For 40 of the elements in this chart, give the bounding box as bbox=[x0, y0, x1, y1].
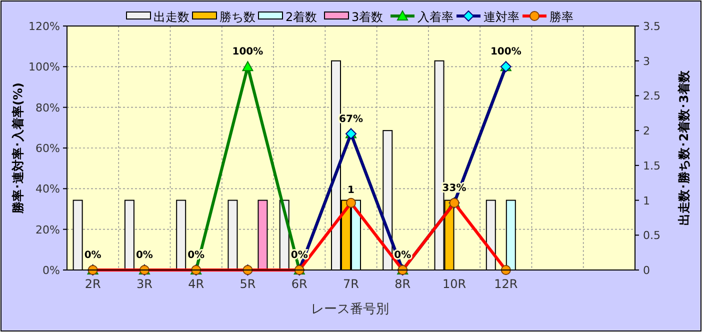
legend-label: 2着数 bbox=[286, 10, 318, 24]
x-tick-label: 2R bbox=[84, 277, 101, 291]
y2-tick-label: 1.5 bbox=[643, 159, 660, 172]
x-tick-label: 3R bbox=[136, 277, 152, 291]
y-tick-label: 120% bbox=[28, 20, 60, 33]
y-tick-label: 60% bbox=[36, 142, 60, 155]
y-axis-title: 勝率･連対率･入着率(%) bbox=[11, 82, 25, 214]
x-tick-label: 8R bbox=[394, 277, 411, 291]
x-tick-label: 7R bbox=[343, 277, 359, 291]
y-tick-label: 80% bbox=[36, 101, 60, 114]
y2-tick-label: 3.5 bbox=[643, 20, 660, 33]
y2-tick-label: 3 bbox=[643, 54, 650, 68]
data-label: 0% bbox=[84, 250, 102, 261]
legend-label: 勝ち数 bbox=[220, 10, 256, 24]
annotation: 1 bbox=[348, 184, 355, 196]
x-axis-title: レース番号別 bbox=[311, 302, 389, 317]
legend-label: 勝率 bbox=[550, 10, 574, 24]
y-tick-label: 100% bbox=[28, 60, 60, 74]
y2-tick-label: 0.5 bbox=[643, 229, 660, 242]
y2-tick-label: 0 bbox=[643, 264, 650, 277]
y-tick-label: 20% bbox=[36, 223, 60, 236]
point bbox=[242, 61, 254, 72]
legend-label: 3着数 bbox=[352, 10, 384, 24]
legend-label: 入着率 bbox=[418, 10, 454, 24]
x-tick-label: 10R bbox=[442, 277, 466, 291]
legend-label: 連対率 bbox=[484, 10, 520, 24]
y-tick-label: 0% bbox=[42, 264, 60, 277]
data-label: 100% bbox=[232, 46, 264, 58]
y-tick-label: 40% bbox=[36, 182, 60, 196]
data-label: 0% bbox=[136, 250, 153, 261]
legend-label: 出走数 bbox=[154, 10, 190, 24]
data-label: 100% bbox=[490, 46, 522, 58]
y2-tick-label: 2.5 bbox=[643, 90, 660, 103]
x-tick-label: 6R bbox=[291, 277, 308, 291]
x-tick-label: 4R bbox=[188, 277, 204, 291]
y2-tick-label: 2 bbox=[643, 124, 650, 138]
x-tick-label: 5R bbox=[240, 277, 256, 291]
x-tick-label: 12R bbox=[494, 277, 518, 291]
y2-tick-label: 1 bbox=[643, 194, 650, 208]
y2-axis-title: 出走数･勝ち数･2着数･3着数 bbox=[677, 70, 691, 226]
